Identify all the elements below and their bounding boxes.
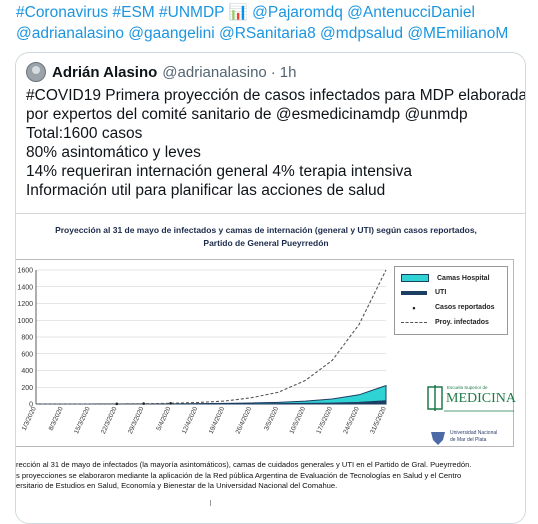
body-line: 80% asintomático y leves	[26, 144, 201, 161]
y-tick-label: 1600	[17, 268, 33, 275]
plot-frame	[16, 259, 514, 447]
chart-caption: rección al 31 de mayo de infectados (la …	[16, 460, 521, 492]
y-tick-label: 0	[29, 402, 33, 409]
legend-item-camas: Camas Hospital	[401, 274, 490, 282]
legend-swatch	[401, 290, 427, 295]
legend-item-casos: • Casos reportados	[401, 302, 495, 313]
x-tick-label: 19/4/2020	[208, 406, 227, 436]
x-tick-label: 26/4/2020	[235, 406, 254, 436]
divider	[210, 500, 211, 506]
chart-emoji-icon: 📊	[228, 4, 248, 21]
esm-emblem	[427, 385, 514, 412]
tweet-time[interactable]: 1h	[279, 63, 297, 81]
legend-item-uti: UTI	[401, 289, 446, 296]
hashtag-link[interactable]: #UNMDP	[159, 4, 225, 21]
caption-line: s proyecciones se elaboraron mediante la…	[16, 470, 462, 480]
mention-link[interactable]: @mdpsalud	[320, 25, 403, 42]
x-tick-label: 12/4/2020	[181, 406, 200, 436]
series-point-casos	[142, 402, 145, 405]
body-line: #COVID19 Primera proyección de casos inf…	[26, 87, 526, 104]
mention-link[interactable]: @Pajaromdq	[252, 4, 343, 21]
legend-label: Camas Hospital	[437, 274, 490, 282]
y-tick-label: 800	[21, 335, 33, 342]
body-line: Información util para planificar las acc…	[26, 182, 386, 199]
series-point-casos	[115, 402, 119, 406]
chart-title: Proyección al 31 de mayo de infectados y…	[55, 225, 477, 248]
chart-legend: Camas Hospital UTI • Casos reportados Pr…	[394, 266, 508, 335]
quoted-tweet-body: #COVID19 Primera proyección de casos inf…	[26, 86, 526, 200]
body-line: Total:1600 casos	[26, 125, 143, 142]
legend-label: UTI	[435, 289, 447, 296]
x-tick-label: 8/3/2020	[48, 406, 65, 432]
x-tick-label: 15/3/2020	[73, 406, 92, 436]
quoted-tweet-card[interactable]: Adrián Alasino @adrianalasino · 1h #COVI…	[15, 52, 526, 524]
y-tick-label: 1400	[17, 284, 33, 291]
mention-link[interactable]: @RSanitaria8	[219, 25, 316, 42]
unmdp-logo: Universidad Nacional de Mar del Plata	[426, 424, 516, 452]
x-tick-label: 29/3/2020	[127, 406, 146, 436]
y-tick-label: 200	[21, 385, 33, 392]
x-tick-label: 24/5/2020	[342, 406, 361, 436]
body-line: por expertos del comité sanitario de @es…	[26, 106, 468, 123]
y-tick-label: 600	[21, 351, 33, 358]
esm-medicina-logo: Escuela Superior de MEDICINA	[426, 379, 516, 419]
legend-swatch	[401, 274, 429, 282]
x-tick-label: 10/5/2020	[288, 406, 307, 436]
y-tick-label: 1000	[17, 318, 33, 325]
x-tick-label: 5/4/2020	[155, 406, 172, 432]
avatar[interactable]	[26, 62, 46, 82]
tweet-image[interactable]: Proyección al 31 de mayo de infectados y…	[16, 213, 525, 523]
x-tick-label: 1/3/2020	[21, 406, 38, 432]
tweet-text: #Coronavirus #ESM #UNMDP 📊 @Pajaromdq @A…	[16, 2, 536, 44]
unmdp-line1: Universidad Nacional	[450, 430, 498, 436]
esm-title: MEDICINA	[446, 391, 516, 406]
y-tick-label: 400	[21, 368, 33, 375]
author-name[interactable]: Adrián Alasino	[52, 63, 158, 81]
legend-line	[401, 322, 427, 323]
unmdp-emblem	[431, 432, 445, 445]
legend-item-proy: Proy. infectados	[401, 319, 489, 326]
mention-link[interactable]: @gaangelini	[128, 25, 215, 42]
mention-link[interactable]: @MEmilianoM	[407, 25, 509, 42]
caption-line: ersitario de Estudios en Salud, Economía…	[16, 481, 338, 490]
y-tick-label: 1200	[17, 301, 33, 308]
chart-svg: 0 200 400 600 800 1000 1200 1400 1600 1/3/2020 8/3…	[17, 268, 388, 436]
body-line: 14% requeriran internación general 4% te…	[26, 163, 413, 180]
series-point-casos	[169, 402, 172, 405]
x-tick-label: 17/5/2020	[315, 406, 334, 436]
x-tick-label: 31/5/2020	[369, 406, 388, 436]
esm-subtitle: Escuela Superior de	[447, 385, 488, 390]
meta-separator: ·	[270, 63, 276, 81]
legend-label: Casos reportados	[435, 304, 495, 311]
legend-label: Proy. infectados	[435, 319, 489, 326]
quoted-tweet-meta: Adrián Alasino @adrianalasino · 1h	[26, 61, 296, 83]
x-tick-label: 3/5/2020	[263, 406, 280, 432]
hashtag-link[interactable]: #Coronavirus	[16, 4, 109, 21]
hashtag-link[interactable]: #ESM	[112, 4, 155, 21]
author-handle[interactable]: @adrianalasino	[162, 63, 267, 81]
x-tick-label: 22/3/2020	[100, 406, 119, 436]
series-line-proy	[36, 269, 387, 405]
mention-link[interactable]: @adrianalasino	[16, 25, 124, 42]
mention-link[interactable]: @AntenucciDaniel	[347, 4, 475, 21]
legend-marker: •	[412, 302, 416, 313]
caption-line: rección al 31 de mayo de infectados (la …	[16, 460, 472, 469]
unmdp-line2: de Mar del Plata	[450, 437, 487, 443]
